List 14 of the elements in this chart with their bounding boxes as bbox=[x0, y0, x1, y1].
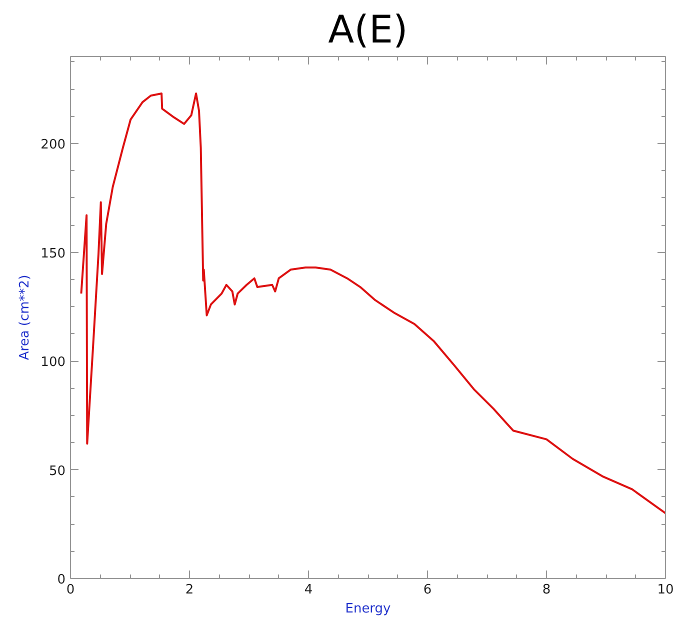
chart-title: A(E) bbox=[328, 8, 408, 52]
y-tick-label: 150 bbox=[40, 246, 66, 262]
x-tick-label: 4 bbox=[304, 582, 313, 598]
y-tick-label: 50 bbox=[48, 464, 66, 479]
y-tick-label: 100 bbox=[40, 355, 66, 370]
y-tick-label: 0 bbox=[57, 572, 66, 588]
x-tick-label: 10 bbox=[657, 582, 674, 598]
y-axis-title: Area (cm**2) bbox=[18, 274, 33, 360]
line-series bbox=[80, 92, 666, 514]
x-tick-label: 8 bbox=[542, 582, 551, 598]
x-tick-label: 6 bbox=[423, 582, 432, 598]
x-tick-label: 2 bbox=[185, 582, 194, 598]
x-axis-title: Energy bbox=[345, 602, 392, 616]
y-tick-label: 200 bbox=[40, 138, 66, 152]
